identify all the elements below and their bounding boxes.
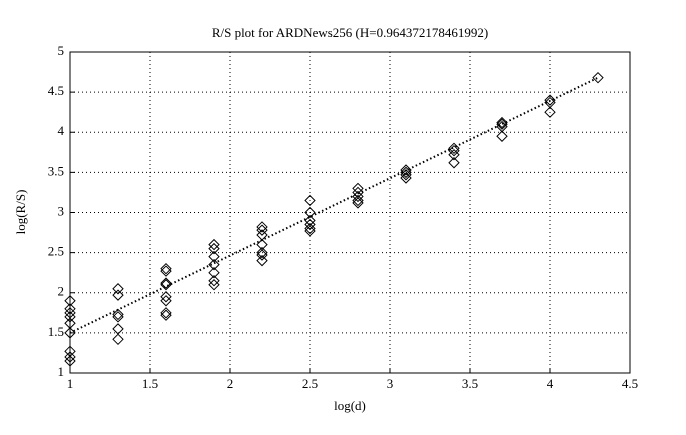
data-point xyxy=(304,206,316,219)
data-point xyxy=(448,157,460,169)
data-point xyxy=(352,197,364,209)
data-point xyxy=(64,345,76,358)
data-point xyxy=(304,225,316,237)
fit-line xyxy=(69,76,599,334)
data-point xyxy=(304,194,316,207)
data-point xyxy=(112,333,124,346)
x-tick-label: 2 xyxy=(227,376,234,391)
x-tick-label: 3.5 xyxy=(462,376,478,391)
y-axis-label: log(R/S) xyxy=(13,190,28,235)
x-tick-label: 4 xyxy=(547,376,554,391)
chart-title: R/S plot for ARDNews256 (H=0.96437217846… xyxy=(212,25,488,40)
data-point xyxy=(160,309,172,321)
data-point xyxy=(160,279,172,291)
data-point xyxy=(208,275,220,287)
data-point xyxy=(208,258,220,271)
y-tick-label: 4.5 xyxy=(48,83,64,98)
data-point xyxy=(208,238,220,251)
plot-frame xyxy=(69,51,631,374)
data-point xyxy=(64,295,76,307)
y-tick-label: 3 xyxy=(58,203,65,218)
data-point xyxy=(112,323,124,335)
y-tick-label: 2.5 xyxy=(48,244,64,259)
x-tick-label: 2.5 xyxy=(302,376,318,391)
data-point xyxy=(160,291,172,303)
y-tick-label: 3.5 xyxy=(48,163,64,178)
y-tick-label: 2 xyxy=(58,284,65,299)
x-tick-label: 1 xyxy=(67,376,74,391)
x-tick-label: 3 xyxy=(387,376,394,391)
data-point xyxy=(400,166,412,179)
data-point xyxy=(112,308,124,321)
x-tick-label: 4.5 xyxy=(622,376,638,391)
data-point xyxy=(256,246,268,259)
data-point xyxy=(160,265,172,277)
data-point xyxy=(352,182,364,195)
data-point xyxy=(160,307,172,319)
data-point xyxy=(64,351,76,363)
data-point xyxy=(64,327,76,339)
data-point xyxy=(304,214,316,227)
data-point xyxy=(448,145,460,157)
data-point xyxy=(64,303,76,315)
y-tick-label: 1.5 xyxy=(48,324,64,339)
data-point xyxy=(256,221,268,233)
data-point xyxy=(496,130,508,142)
data-point xyxy=(160,277,172,289)
data-point xyxy=(64,317,76,329)
data-point xyxy=(448,142,460,155)
data-point xyxy=(544,106,556,118)
data-point xyxy=(256,254,268,267)
y-tick-label: 5 xyxy=(58,43,65,58)
data-point xyxy=(112,283,124,295)
data-point xyxy=(496,116,508,129)
data-point xyxy=(208,250,220,263)
data-point xyxy=(592,71,604,84)
data-point xyxy=(256,249,268,261)
data-point xyxy=(160,262,172,275)
y-tick-label: 4 xyxy=(58,123,65,138)
data-point xyxy=(256,238,268,251)
data-point xyxy=(112,289,124,301)
x-tick-label: 1.5 xyxy=(142,376,158,391)
data-point xyxy=(544,96,556,109)
x-axis-label: log(d) xyxy=(334,398,366,413)
data-point xyxy=(208,266,220,279)
data-point xyxy=(112,311,124,323)
y-tick-label: 1 xyxy=(58,364,65,379)
data-point xyxy=(496,118,508,130)
